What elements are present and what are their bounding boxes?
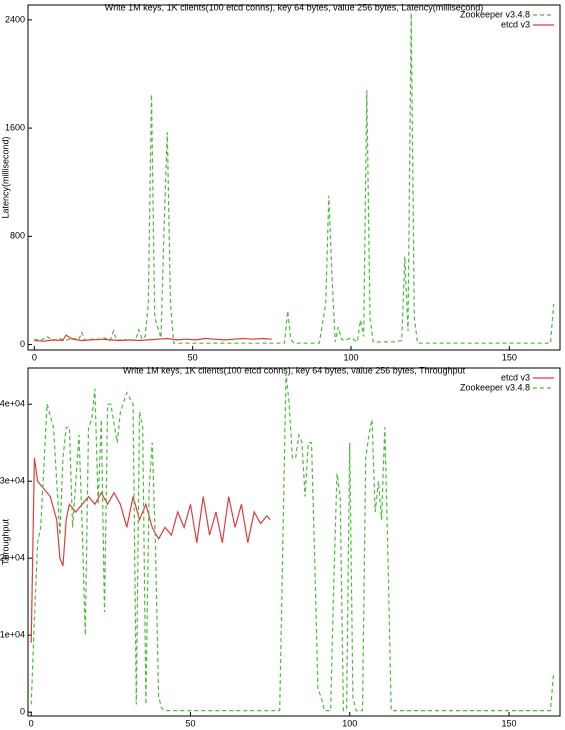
y-tick-label: 0 <box>20 707 25 717</box>
legend-label: etcd v3 <box>501 372 530 382</box>
data-line <box>30 373 555 712</box>
y-tick-label: 2400 <box>5 14 25 24</box>
plot-frame <box>27 4 561 351</box>
y-tick-label: 4e+04 <box>0 399 25 409</box>
legend-label: etcd v3 <box>501 19 530 29</box>
y-tick-label: 800 <box>10 231 25 241</box>
x-tick-label: 100 <box>343 352 358 362</box>
y-tick-label: 0 <box>20 339 25 349</box>
data-line <box>34 334 272 342</box>
y-tick-label: 3e+04 <box>0 476 25 486</box>
legend-label: Zookeeper v3.4.8 <box>460 382 530 392</box>
y-tick-label: 1e+04 <box>0 630 25 640</box>
y-tick-label: 2e+04 <box>0 553 25 563</box>
y-tick-label: 1600 <box>5 122 25 132</box>
y-axis-label: Throughput <box>0 518 10 565</box>
x-tick-label: 0 <box>32 352 37 362</box>
x-tick-label: 0 <box>29 718 34 728</box>
data-line <box>34 13 555 344</box>
x-tick-label: 150 <box>502 352 517 362</box>
x-tick-label: 100 <box>342 718 357 728</box>
chart-title: Write 1M keys, 1K clients(100 etcd conns… <box>105 2 484 12</box>
plot-frame <box>27 367 561 717</box>
y-axis-label: Latency(millisecond) <box>0 136 10 218</box>
x-tick-label: 150 <box>502 718 517 728</box>
x-tick-label: 50 <box>185 718 195 728</box>
chart-title: Write 1M keys, 1K clients(100 etcd conns… <box>123 365 466 375</box>
legend-label: Zookeeper v3.4.8 <box>460 9 530 19</box>
x-tick-label: 50 <box>188 352 198 362</box>
data-line <box>30 458 271 643</box>
